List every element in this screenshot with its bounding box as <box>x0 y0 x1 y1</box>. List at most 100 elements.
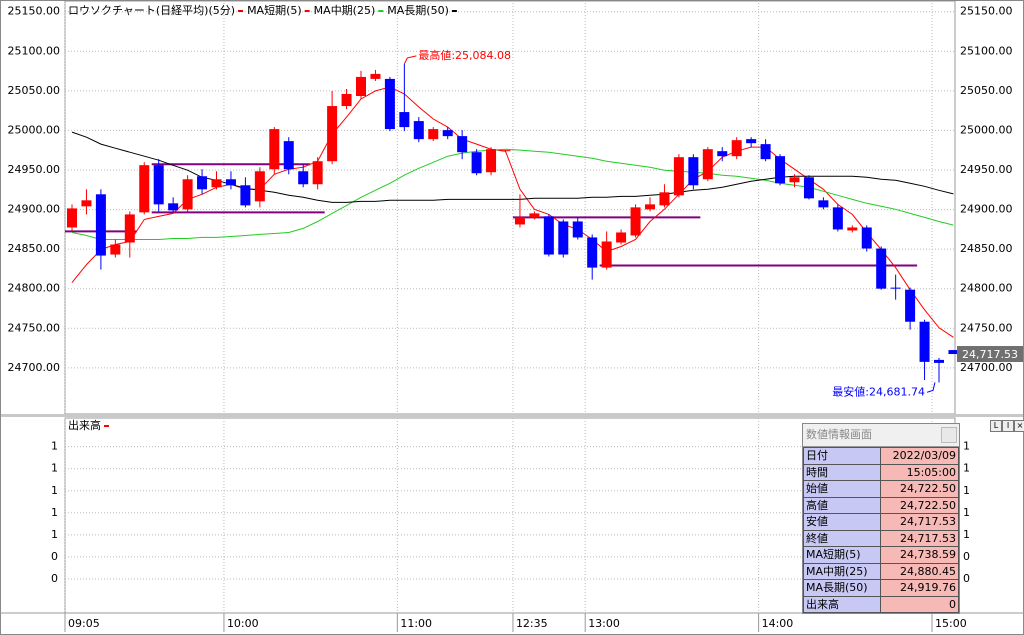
candle-body <box>746 139 757 144</box>
close-button[interactable] <box>941 427 957 443</box>
info-key: 安値 <box>803 513 881 531</box>
candle-body <box>370 73 381 79</box>
info-row: 時間 15:05:00 <box>803 463 959 481</box>
panel-splitter <box>0 414 1024 417</box>
legend-swatch <box>378 10 384 12</box>
x-tick-label: 13:00 <box>588 617 620 630</box>
annotation-arrow <box>926 382 936 393</box>
info-key: 終値 <box>803 529 881 547</box>
info-row: 安値 24,717.53 <box>803 513 959 531</box>
info-row: MA中期(25) 24,880.45 <box>803 562 959 580</box>
y-tick-label-right: 25100.00 <box>960 44 1013 57</box>
candle-body <box>861 227 872 249</box>
y-tick-label: 24800.00 <box>8 282 61 295</box>
info-key: MA長期(50) <box>803 579 881 597</box>
y-tick-label-right: 24700.00 <box>960 361 1013 374</box>
y-tick-label: 25100.00 <box>8 44 61 57</box>
y-tick-label: 24700.00 <box>8 361 61 374</box>
y-tick-label-right: 1 <box>963 484 970 497</box>
candle-body <box>702 149 713 180</box>
legend-swatch <box>451 10 457 12</box>
info-row: 高値 24,722.50 <box>803 496 959 514</box>
info-key: 出来高 <box>803 595 881 613</box>
panel-button[interactable]: L <box>990 420 1002 432</box>
chart-title: ロウソクチャート(日経平均)(5分) <box>68 4 235 17</box>
volume-title: 出来高 <box>68 418 101 432</box>
panel-button[interactable]: × <box>1014 420 1024 432</box>
y-tick-label: 1 <box>51 528 58 541</box>
candle-body <box>168 203 179 211</box>
y-tick-label-right: 25050.00 <box>960 84 1013 97</box>
candle-body <box>240 185 251 206</box>
y-tick-label-right: 25000.00 <box>960 123 1013 136</box>
candle-body <box>471 152 482 174</box>
last-price-label: 24,717.53 <box>962 348 1018 361</box>
candle-body <box>818 200 829 208</box>
y-tick-label-right: 25150.00 <box>960 5 1013 18</box>
candle-body <box>182 179 193 210</box>
candle-body <box>442 130 453 137</box>
y-tick-label: 0 <box>51 550 58 563</box>
y-tick-label: 24900.00 <box>8 203 61 216</box>
info-key: 高値 <box>803 496 881 514</box>
candle-body <box>110 244 121 255</box>
candle-body <box>269 129 280 170</box>
annotation-arrow <box>403 55 417 65</box>
main-plot <box>64 0 956 415</box>
candle-body <box>486 149 497 173</box>
y-tick-label-right: 0 <box>963 550 970 563</box>
annotation: 最安値:24,681.74 <box>832 384 925 398</box>
candle-body <box>717 151 728 157</box>
info-value: 24,717.53 <box>880 513 959 531</box>
candle-body <box>832 207 843 230</box>
panel-button[interactable]: I <box>1002 420 1014 432</box>
last-price-box <box>957 346 1023 363</box>
legend-item: MA短期(5) <box>247 3 302 17</box>
info-value: 24,880.45 <box>880 562 959 580</box>
candle-body <box>934 359 944 363</box>
candle-body <box>124 214 135 243</box>
info-value: 24,717.53 <box>880 529 959 547</box>
info-title: 数値情報画面 <box>803 424 959 447</box>
candle-body <box>919 321 930 362</box>
info-row: 出来高 0 <box>803 595 959 613</box>
info-panel: 数値情報画面 日付 2022/03/09 時間 15:05:00 始値 24,722.50… <box>802 423 960 614</box>
candle-body <box>673 157 684 196</box>
info-value: 24,919.76 <box>880 579 959 597</box>
y-tick-label-right: 24850.00 <box>960 242 1013 255</box>
legend-item: MA中期(25) <box>314 4 376 17</box>
y-tick-label: 1 <box>51 506 58 519</box>
candle-body <box>211 179 222 188</box>
y-tick-label: 25050.00 <box>8 84 61 97</box>
candle-body <box>413 121 424 140</box>
y-tick-label-right: 24900.00 <box>960 203 1013 216</box>
y-tick-label-right: 1 <box>963 528 970 541</box>
info-value: 24,722.50 <box>880 480 959 498</box>
candle-body <box>688 157 699 186</box>
candle-body <box>384 78 395 130</box>
candle-body <box>645 204 655 210</box>
x-tick-label: 12:35 <box>516 617 548 630</box>
info-row: 始値 24,722.50 <box>803 480 959 498</box>
candle-body <box>254 171 265 202</box>
legend-item: MA長期(50) <box>387 4 449 17</box>
y-tick-label: 0 <box>51 572 58 585</box>
info-row: MA長期(50) 24,919.76 <box>803 579 959 597</box>
candle-body <box>529 213 540 218</box>
candle-body <box>283 141 294 170</box>
info-value: 24,738.59 <box>880 546 959 564</box>
x-tick-label: 09:05 <box>68 617 100 630</box>
candle-body <box>890 287 901 289</box>
candle-body <box>601 241 612 268</box>
legend-swatch <box>304 10 310 12</box>
y-tick-label: 25000.00 <box>8 123 61 136</box>
candle-body <box>298 171 309 185</box>
y-tick-label: 1 <box>51 484 58 497</box>
candle-body <box>500 150 511 152</box>
info-row: 終値 24,717.53 <box>803 529 959 547</box>
candle-body <box>775 156 786 184</box>
info-value: 15:05:00 <box>880 463 959 481</box>
candle-body <box>587 237 598 268</box>
candle-body <box>558 221 569 255</box>
info-title-text: 数値情報画面 <box>806 428 872 441</box>
